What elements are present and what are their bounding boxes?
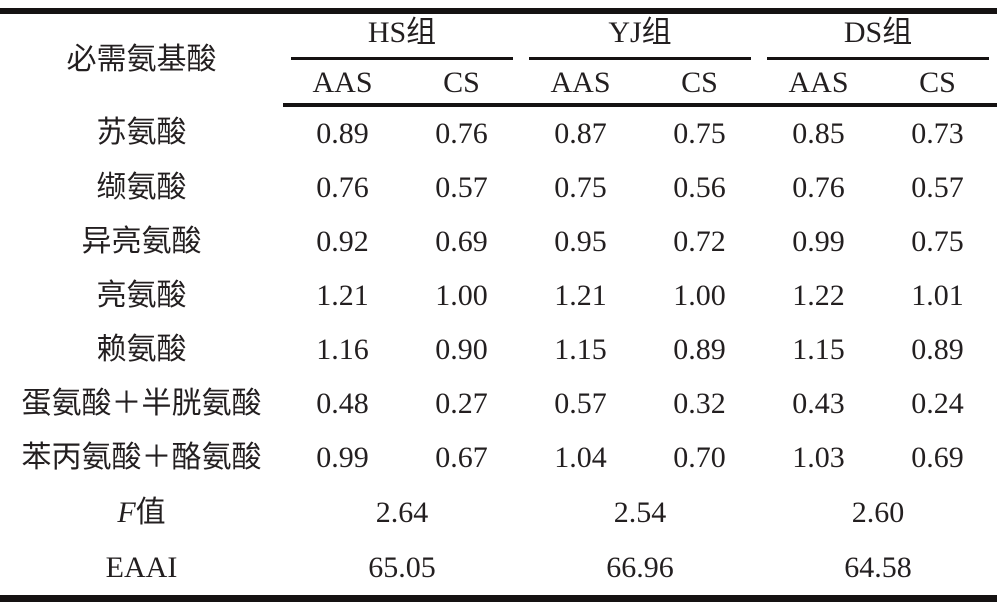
cell-value: 0.32 [673, 387, 726, 420]
subheader-ds-aas: AAS [759, 63, 879, 107]
row-label: 亮氨酸 [96, 279, 187, 312]
cell-value: 1.00 [673, 279, 726, 312]
row-label: 苏氨酸 [96, 116, 187, 149]
group-header-yj: YJ组 [521, 11, 759, 63]
row-label: 蛋氨酸＋半胱氨酸 [21, 387, 262, 420]
essential-amino-acid-table: 必需氨基酸 HS组 YJ组 DS组 AAS CS AAS CS AAS CS [0, 8, 997, 602]
cell-value: 0.92 [316, 225, 369, 258]
cell-value: 1.21 [554, 279, 607, 312]
cell-value: 0.69 [911, 441, 964, 474]
cell-eaai-hs: 65.05 [368, 550, 436, 584]
cell-value: 0.69 [435, 225, 488, 258]
cell-value: 0.70 [673, 441, 726, 474]
table-row-threonine: 苏氨酸 0.89 0.76 0.87 0.75 0.85 0.73 [0, 105, 997, 161]
cell-f-hs: 2.64 [375, 495, 429, 529]
row-label: 苯丙氨酸＋酪氨酸 [21, 441, 262, 474]
table-row-leucine: 亮氨酸 1.21 1.00 1.21 1.00 1.22 1.01 [0, 269, 997, 323]
cell-value: 1.04 [554, 441, 607, 474]
group-header-ds-label: DS组 [767, 17, 990, 60]
cell-value: 0.99 [316, 441, 369, 474]
cell-value: 0.57 [911, 171, 964, 204]
group-header-hs: HS组 [283, 11, 521, 63]
cell-eaai-yj: 66.96 [606, 550, 674, 584]
cell-value: 1.22 [792, 279, 845, 312]
subheader-ds-cs: CS [878, 63, 997, 107]
cell-value: 0.48 [316, 387, 369, 420]
cell-value: 0.24 [911, 387, 964, 420]
table-row-phenylalanine-tyrosine: 苯丙氨酸＋酪氨酸 0.99 0.67 1.04 0.70 1.03 0.69 [0, 431, 997, 485]
row-label: 赖氨酸 [96, 333, 187, 366]
group-header-hs-label: HS组 [291, 17, 514, 60]
table-row-eaai: EAAI 65.05 66.96 64.58 [0, 540, 997, 599]
cell-value: 0.89 [316, 117, 369, 150]
cell-value: 1.21 [316, 279, 369, 312]
cell-value: 0.57 [435, 171, 488, 204]
cell-value: 1.00 [435, 279, 488, 312]
cell-value: 0.57 [554, 387, 607, 420]
cell-value: 1.15 [554, 333, 607, 366]
cell-value: 0.95 [554, 225, 607, 258]
subheader-yj-aas: AAS [521, 63, 641, 107]
subheader-hs-aas: AAS [283, 63, 402, 107]
cell-value: 1.01 [911, 279, 964, 312]
cell-value: 1.15 [792, 333, 845, 366]
group-header-ds: DS组 [759, 11, 997, 63]
col-header-essential-amino-acid: 必需氨基酸 [66, 42, 217, 76]
row-label-eaai: EAAI [105, 550, 178, 584]
cell-value: 0.99 [792, 225, 845, 258]
table-row-f-value: F值 2.64 2.54 2.60 [0, 485, 997, 540]
cell-value: 0.75 [911, 225, 964, 258]
row-label: 缬氨酸 [96, 171, 187, 204]
f-symbol: F [117, 495, 136, 529]
cell-value: 0.73 [911, 117, 964, 150]
cell-value: 0.27 [435, 387, 488, 420]
row-label-f-value: F值 [0, 485, 283, 540]
cell-value: 0.89 [911, 333, 964, 366]
table-row-methionine-cystine: 蛋氨酸＋半胱氨酸 0.48 0.27 0.57 0.32 0.43 0.24 [0, 377, 997, 431]
table-row-isoleucine: 异亮氨酸 0.92 0.69 0.95 0.72 0.99 0.75 [0, 215, 997, 269]
table-row-valine: 缬氨酸 0.76 0.57 0.75 0.56 0.76 0.57 [0, 161, 997, 215]
cell-value: 0.76 [792, 171, 845, 204]
group-header-yj-label: YJ组 [529, 17, 752, 60]
row-label: 异亮氨酸 [81, 225, 202, 258]
cell-value: 0.87 [554, 117, 607, 150]
cell-value: 0.75 [554, 171, 607, 204]
cell-value: 0.43 [792, 387, 845, 420]
header-group-row: 必需氨基酸 HS组 YJ组 DS组 [0, 11, 997, 74]
cell-value: 0.90 [435, 333, 488, 366]
cell-value: 0.67 [435, 441, 488, 474]
header-sub-row: AAS CS AAS CS AAS CS [0, 63, 997, 107]
cell-value: 0.76 [435, 117, 488, 150]
cell-value: 0.75 [673, 117, 726, 150]
f-label-suffix: 值 [135, 495, 166, 529]
cell-eaai-ds: 64.58 [844, 550, 912, 584]
cell-value: 0.76 [316, 171, 369, 204]
cell-f-ds: 2.60 [851, 495, 905, 529]
subheader-yj-cs: CS [640, 63, 760, 107]
cell-value: 0.72 [673, 225, 726, 258]
cell-value: 1.16 [316, 333, 369, 366]
table-row-lysine: 赖氨酸 1.16 0.90 1.15 0.89 1.15 0.89 [0, 323, 997, 377]
cell-f-yj: 2.54 [613, 495, 667, 529]
cell-value: 0.56 [673, 171, 726, 204]
cell-value: 1.03 [792, 441, 845, 474]
subheader-hs-cs: CS [402, 63, 522, 107]
cell-value: 0.89 [673, 333, 726, 366]
cell-value: 0.85 [792, 117, 845, 150]
